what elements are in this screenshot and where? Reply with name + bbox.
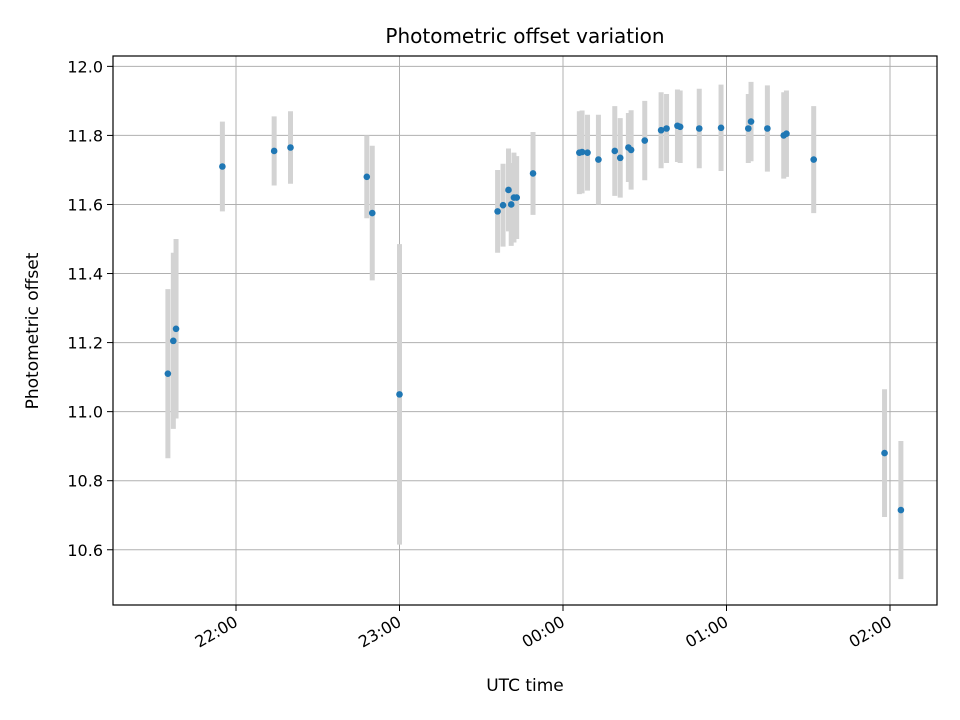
y-axis-label: Photometric offset	[23, 252, 43, 409]
data-point	[695, 125, 703, 132]
data-point	[764, 125, 771, 132]
data-point	[172, 325, 180, 333]
y-tick-label: 12.0	[67, 57, 103, 76]
error-bars	[165, 81, 904, 580]
y-tick-label: 10.6	[67, 541, 103, 560]
y-tick-label: 11.6	[67, 195, 103, 214]
data-point	[810, 156, 817, 163]
data-point	[747, 118, 755, 125]
data-point	[595, 156, 602, 163]
data-point	[363, 173, 371, 181]
data-point	[507, 201, 515, 208]
grid	[113, 56, 937, 605]
data-point	[578, 148, 586, 156]
data-point	[170, 337, 177, 345]
data-point	[219, 163, 226, 170]
data-point	[584, 149, 591, 156]
data-point	[494, 208, 501, 215]
x-tick-label: 01:00	[682, 612, 731, 652]
x-tick-label: 23:00	[355, 612, 404, 652]
x-tick-label: 22:00	[192, 612, 241, 652]
data-point	[499, 201, 507, 209]
data-point	[616, 154, 624, 162]
data-point	[717, 124, 725, 132]
y-tick-label: 11.0	[67, 403, 103, 422]
y-axis-ticks: 10.6 10.8 11.0 11.2 11.4 11.6 11.8 12.0	[67, 57, 113, 560]
y-tick-label: 11.4	[67, 265, 103, 284]
data-point	[270, 147, 278, 155]
data-point	[641, 137, 649, 144]
data-point	[897, 506, 905, 514]
data-point	[287, 144, 294, 151]
data-point	[368, 209, 376, 217]
y-tick-label: 11.2	[67, 334, 103, 353]
data-point	[657, 126, 665, 134]
data-point	[505, 186, 512, 194]
data-point	[881, 449, 888, 457]
data-point	[676, 123, 684, 131]
data-point	[663, 125, 670, 132]
x-axis-label: UTC time	[486, 676, 564, 696]
data-point	[783, 130, 790, 137]
data-point	[611, 147, 619, 155]
x-tick-label: 00:00	[519, 612, 568, 652]
x-tick-label: 02:00	[846, 612, 895, 652]
x-axis-ticks: 22:00 23:00 00:00 01:00 02:00	[192, 605, 895, 652]
data-point	[164, 370, 172, 377]
y-tick-label: 10.8	[67, 472, 103, 491]
y-tick-label: 11.8	[67, 126, 103, 145]
data-points	[164, 118, 905, 514]
plot-area-frame	[112, 55, 938, 606]
data-point	[627, 146, 635, 154]
data-point	[529, 170, 537, 177]
data-point	[745, 125, 752, 132]
data-point	[396, 391, 403, 398]
chart-title: Photometric offset variation	[385, 24, 664, 48]
data-point	[513, 194, 520, 201]
